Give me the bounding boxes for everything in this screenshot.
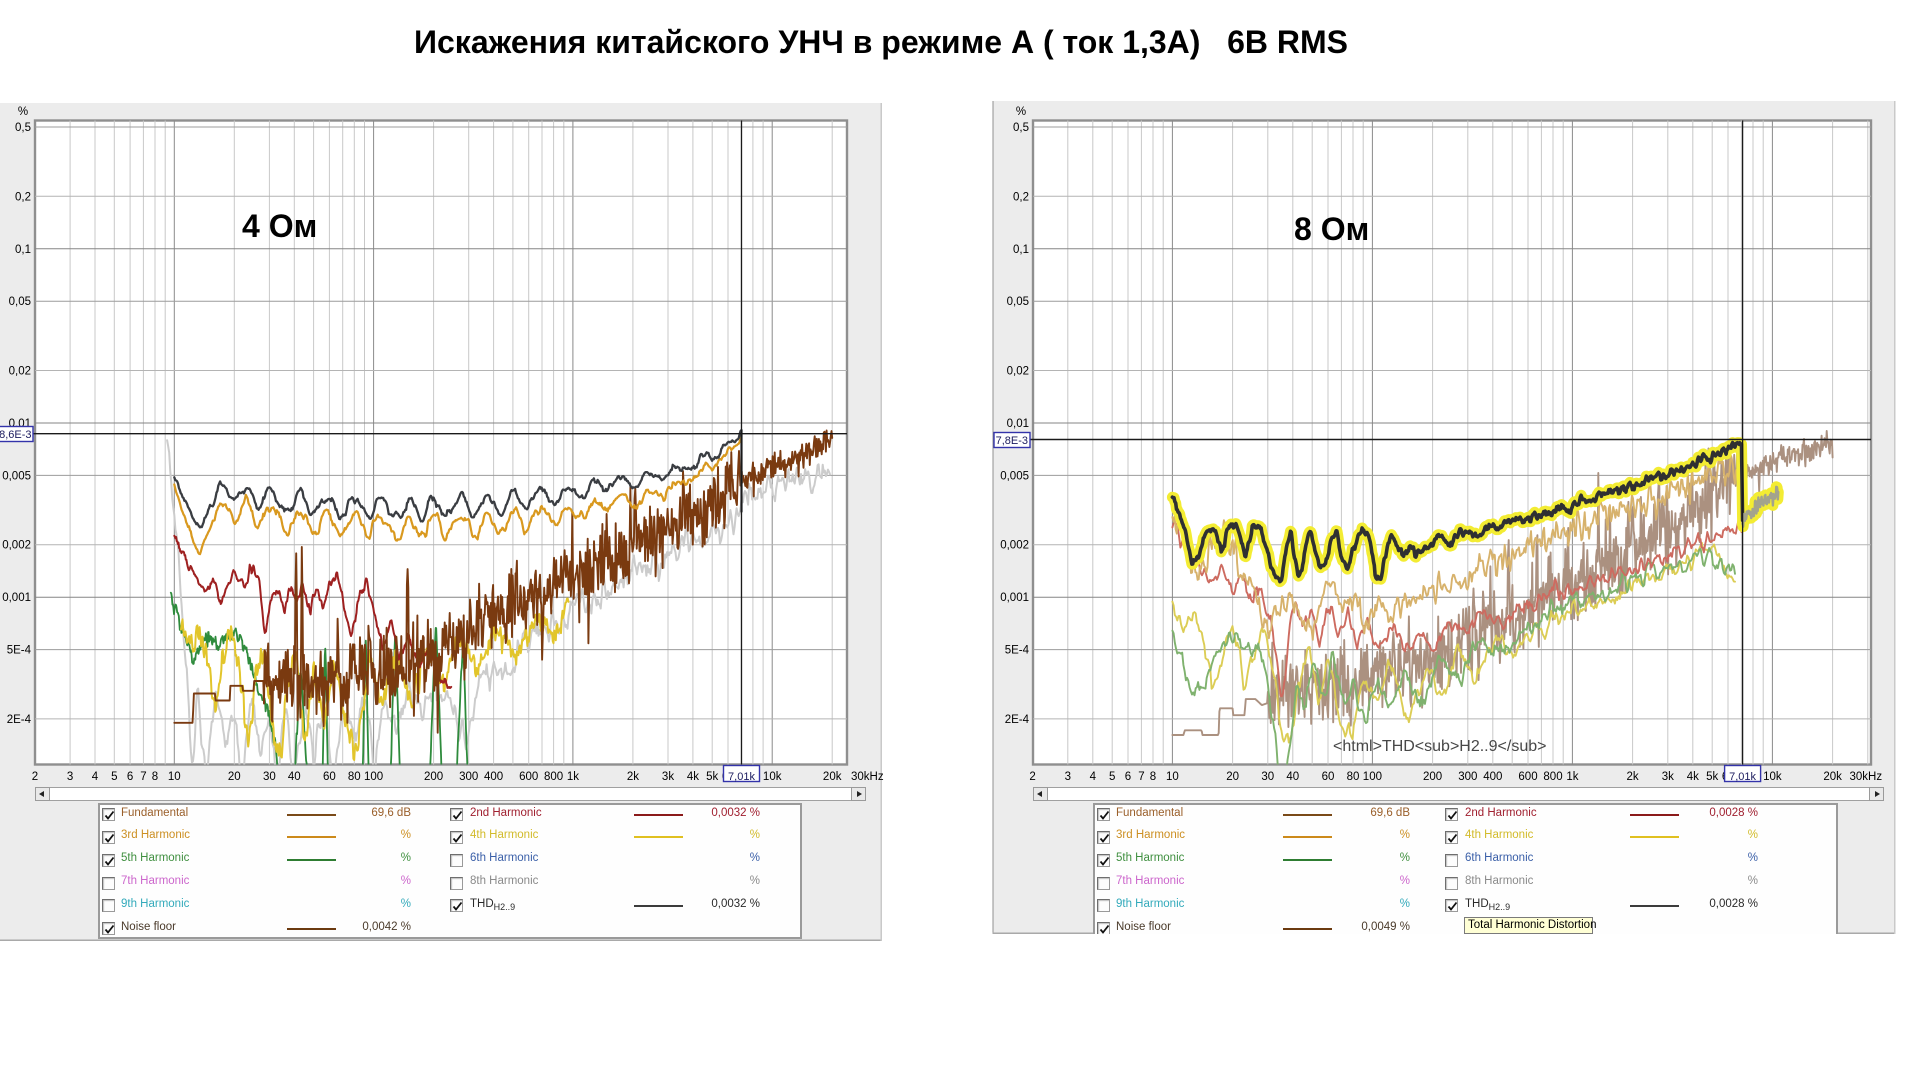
svg-text:3k: 3k: [662, 771, 674, 783]
svg-text:5k: 5k: [706, 771, 718, 783]
svg-text:800: 800: [544, 771, 563, 783]
svg-text:10: 10: [1166, 771, 1179, 783]
svg-text:100: 100: [364, 771, 383, 783]
svg-text:<html>THD<sub>H2..9</sub>: <html>THD<sub>H2..9</sub>: [1333, 738, 1546, 755]
svg-text:0,005: 0,005: [2, 470, 31, 482]
svg-text:0,2: 0,2: [1013, 191, 1029, 203]
svg-text:0,001: 0,001: [1000, 592, 1029, 604]
svg-text:5E-4: 5E-4: [1005, 645, 1030, 657]
svg-text:5: 5: [111, 771, 117, 783]
svg-text:2k: 2k: [627, 771, 639, 783]
svg-text:30kHz: 30kHz: [1849, 771, 1882, 783]
svg-text:7: 7: [140, 771, 146, 783]
svg-text:20k: 20k: [1823, 771, 1842, 783]
svg-text:30: 30: [263, 771, 276, 783]
svg-text:0,002: 0,002: [2, 540, 31, 552]
svg-text:8,6E-3: 8,6E-3: [0, 429, 32, 441]
svg-text:%: %: [1016, 106, 1026, 118]
svg-text:80: 80: [348, 771, 361, 783]
svg-text:60: 60: [1322, 771, 1335, 783]
svg-text:30kHz: 30kHz: [851, 771, 884, 783]
svg-text:100: 100: [1363, 771, 1382, 783]
svg-text:300: 300: [1458, 771, 1477, 783]
svg-text:60: 60: [323, 771, 336, 783]
svg-text:0,02: 0,02: [1007, 366, 1029, 378]
svg-text:0,002: 0,002: [1000, 540, 1029, 552]
svg-text:0,05: 0,05: [9, 296, 31, 308]
svg-text:%: %: [18, 106, 28, 118]
svg-text:3: 3: [67, 771, 73, 783]
svg-text:10: 10: [168, 771, 181, 783]
svg-text:10k: 10k: [1763, 771, 1782, 783]
svg-text:4: 4: [1090, 771, 1097, 783]
svg-text:600: 600: [519, 771, 538, 783]
svg-text:10k: 10k: [763, 771, 782, 783]
svg-text:0,2: 0,2: [15, 191, 31, 203]
svg-text:7,8E-3: 7,8E-3: [996, 435, 1028, 447]
svg-text:4: 4: [92, 771, 99, 783]
svg-text:0,01: 0,01: [1007, 418, 1029, 430]
svg-text:0,5: 0,5: [1013, 122, 1029, 134]
svg-text:400: 400: [1483, 771, 1502, 783]
svg-text:3k: 3k: [1662, 771, 1674, 783]
svg-text:4 Ом: 4 Ом: [242, 208, 317, 244]
svg-text:0,5: 0,5: [15, 122, 31, 134]
svg-text:20: 20: [228, 771, 241, 783]
svg-text:2: 2: [1029, 771, 1035, 783]
svg-text:0,1: 0,1: [1013, 244, 1029, 256]
svg-text:40: 40: [288, 771, 301, 783]
svg-text:7: 7: [1138, 771, 1144, 783]
svg-text:0,001: 0,001: [2, 592, 31, 604]
svg-text:300: 300: [459, 771, 478, 783]
svg-text:20k: 20k: [823, 771, 842, 783]
svg-text:7,01k: 7,01k: [1729, 771, 1756, 783]
svg-text:0,005: 0,005: [1000, 470, 1029, 482]
svg-text:2E-4: 2E-4: [7, 714, 32, 726]
svg-text:8: 8: [1150, 771, 1156, 783]
svg-text:5k: 5k: [1706, 771, 1718, 783]
svg-text:6: 6: [1125, 771, 1131, 783]
svg-text:200: 200: [424, 771, 443, 783]
svg-text:0,05: 0,05: [1007, 296, 1029, 308]
svg-text:20: 20: [1226, 771, 1239, 783]
svg-text:8: 8: [152, 771, 158, 783]
svg-text:400: 400: [484, 771, 503, 783]
svg-text:7,01k: 7,01k: [728, 771, 755, 783]
svg-text:0,02: 0,02: [9, 366, 31, 378]
svg-text:5: 5: [1109, 771, 1115, 783]
svg-text:2E-4: 2E-4: [1005, 714, 1030, 726]
svg-text:3: 3: [1065, 771, 1071, 783]
svg-text:30: 30: [1261, 771, 1274, 783]
svg-text:1k: 1k: [1566, 771, 1578, 783]
svg-text:800: 800: [1543, 771, 1562, 783]
svg-text:2: 2: [32, 771, 38, 783]
svg-text:600: 600: [1518, 771, 1537, 783]
svg-text:4k: 4k: [1687, 771, 1699, 783]
svg-text:0,1: 0,1: [15, 244, 31, 256]
svg-text:2k: 2k: [1627, 771, 1639, 783]
svg-text:6: 6: [127, 771, 133, 783]
svg-text:5E-4: 5E-4: [7, 645, 32, 657]
svg-text:80: 80: [1347, 771, 1360, 783]
svg-text:8 Ом: 8 Ом: [1294, 211, 1369, 247]
svg-text:200: 200: [1423, 771, 1442, 783]
svg-text:1k: 1k: [567, 771, 579, 783]
svg-text:40: 40: [1286, 771, 1299, 783]
svg-text:4k: 4k: [687, 771, 699, 783]
